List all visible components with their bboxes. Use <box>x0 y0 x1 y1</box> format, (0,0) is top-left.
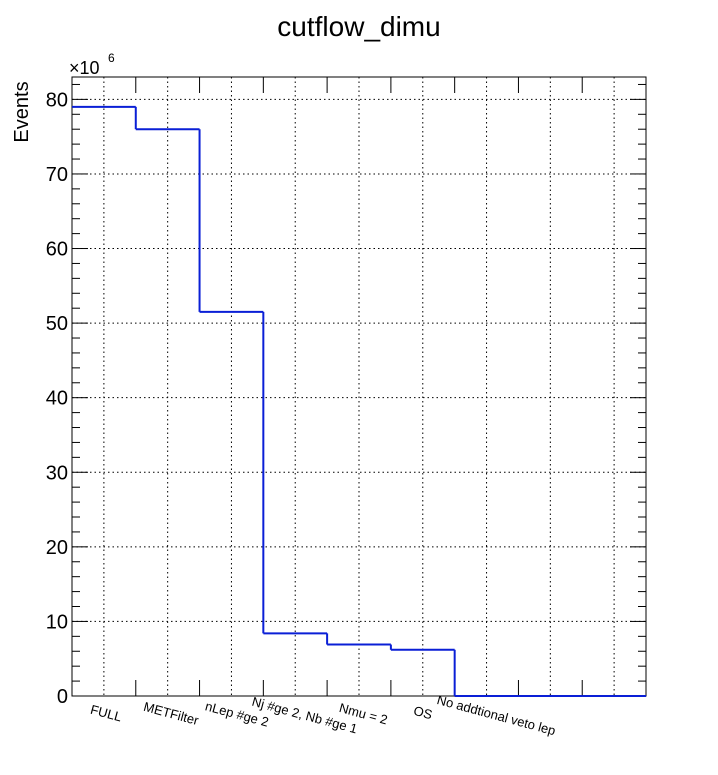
y-tick-label: 0 <box>57 686 68 708</box>
y-tick-label: 10 <box>46 611 68 633</box>
y-multiplier: ×10 6 <box>69 51 115 78</box>
y-tick-label: 70 <box>46 164 68 186</box>
axis-layer <box>71 76 647 697</box>
x-category-label: METFilter <box>142 699 201 728</box>
y-tick-label: 30 <box>46 462 68 484</box>
grid-layer <box>72 77 646 696</box>
y-tick-label: 80 <box>46 89 68 111</box>
y-axis-label: Events <box>11 81 33 142</box>
y-tick-label: 20 <box>46 537 68 559</box>
y-multiplier-exponent: 6 <box>108 51 115 65</box>
x-category-label: No addtional veto lep <box>435 692 557 738</box>
x-category-label: OS <box>412 703 434 722</box>
y-tick-label: 50 <box>46 313 68 335</box>
chart-title: cutflow_dimu <box>277 11 440 42</box>
x-category-label: FULL <box>89 702 124 725</box>
y-multiplier-base: ×10 <box>69 58 100 78</box>
plot-frame <box>71 76 647 697</box>
y-tick-label: 60 <box>46 239 68 261</box>
y-tick-label: 40 <box>46 388 68 410</box>
histogram-layer <box>72 105 646 697</box>
